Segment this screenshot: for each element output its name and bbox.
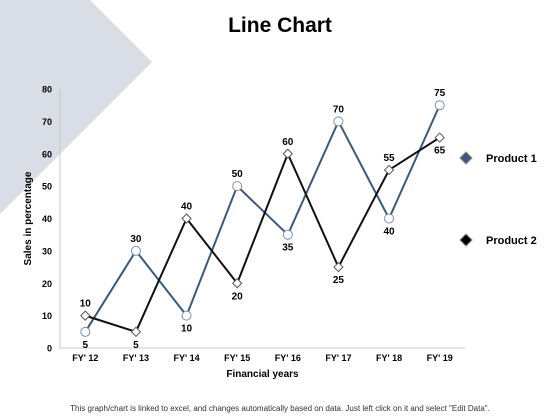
data-label: 5 (133, 340, 139, 351)
data-point (282, 148, 294, 159)
data-point (181, 213, 192, 224)
data-point (282, 229, 293, 240)
chart-title: Line Chart (228, 14, 332, 37)
data-label: 55 (384, 153, 396, 164)
x-tick-label: FY' 14 (173, 353, 199, 363)
data-label: 60 (282, 137, 294, 148)
data-point (130, 245, 141, 256)
x-tick-label: FY' 15 (224, 353, 250, 363)
data-point (80, 326, 91, 337)
data-label: 50 (232, 169, 244, 180)
data-label: 35 (282, 243, 294, 254)
y-tick-label: 10 (42, 311, 52, 321)
legend-label: Product 2 (486, 235, 537, 247)
y-tick-label: 0 (47, 344, 52, 354)
x-tick-label: FY' 12 (72, 353, 98, 363)
data-point (333, 116, 344, 127)
data-label: 5 (83, 340, 89, 351)
data-label: 40 (384, 227, 396, 238)
data-point (333, 261, 344, 273)
y-tick-label: 50 (42, 182, 52, 192)
data-label: 20 (232, 291, 244, 302)
data-point (130, 326, 142, 338)
x-tick-label: FY' 19 (427, 353, 453, 363)
data-point (181, 310, 192, 321)
data-point (80, 310, 91, 321)
y-tick-label: 80 (42, 85, 52, 95)
data-label: 65 (434, 146, 446, 157)
x-tick-label: FY' 17 (325, 353, 351, 363)
y-tick-label: 60 (42, 149, 52, 159)
data-point (231, 278, 243, 289)
y-axis-title: Sales in percentage (23, 171, 34, 265)
data-point (434, 100, 445, 111)
y-tick-label: 30 (42, 246, 52, 256)
data-label: 10 (80, 299, 92, 310)
data-label: 10 (181, 324, 193, 335)
legend-marker (459, 233, 473, 247)
legend-marker (459, 151, 473, 165)
data-label: 25 (333, 275, 345, 286)
series-line (85, 136, 441, 333)
y-tick-label: 70 (42, 117, 52, 127)
data-point (383, 164, 395, 176)
y-tick-label: 40 (42, 214, 52, 224)
data-label: 75 (434, 88, 446, 99)
data-label: 30 (130, 234, 142, 245)
x-axis-title: Financial years (226, 369, 299, 380)
y-tick-label: 20 (42, 279, 52, 289)
data-label: 40 (181, 202, 193, 213)
data-label: 70 (333, 104, 345, 115)
x-tick-label: FY' 16 (275, 353, 301, 363)
footer-note: This graph/chart is linked to excel, and… (70, 404, 490, 413)
legend-label: Product 1 (486, 153, 537, 165)
series-line (84, 104, 441, 333)
x-tick-label: FY' 13 (123, 353, 149, 363)
data-point (384, 213, 395, 224)
data-point (434, 132, 445, 143)
x-tick-label: FY' 18 (376, 353, 402, 363)
data-point (232, 181, 243, 192)
